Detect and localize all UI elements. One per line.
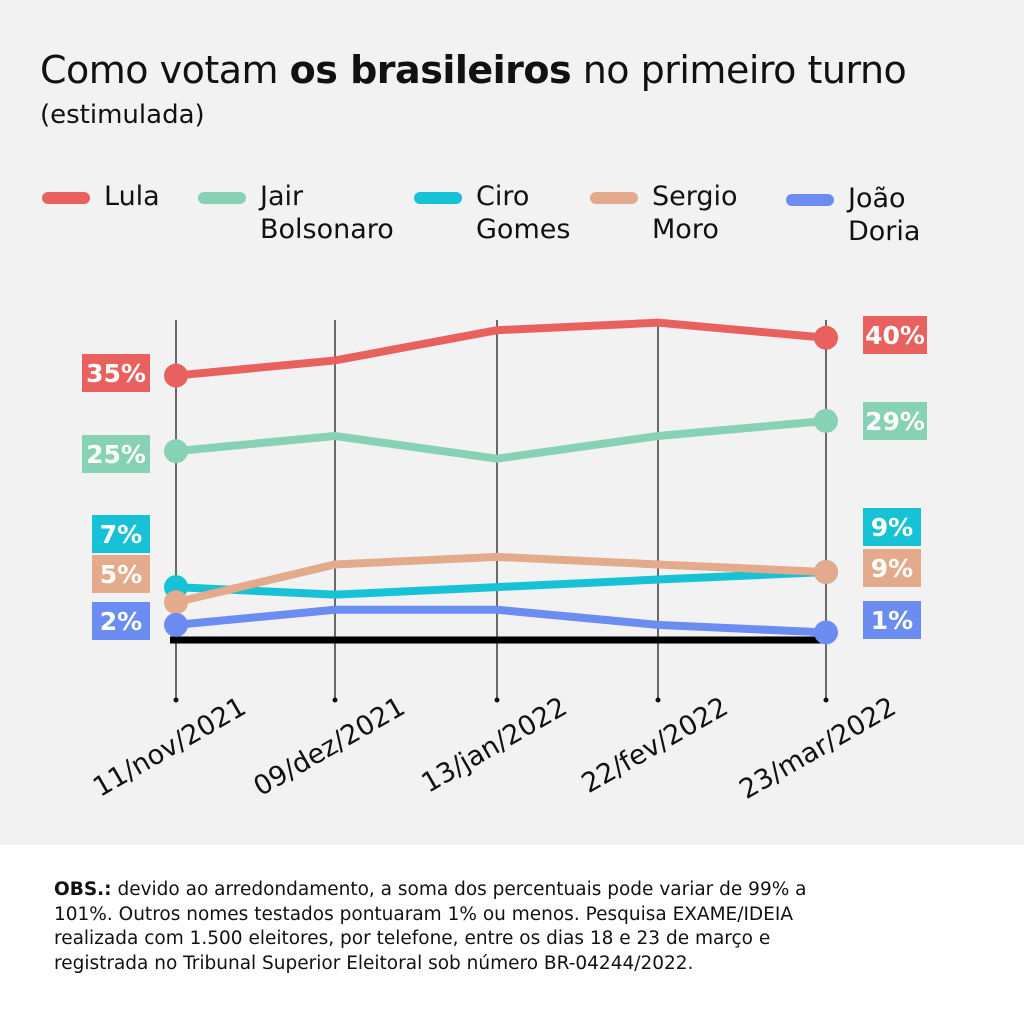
legend-item-bolsonaro: Jair Bolsonaro	[198, 180, 394, 246]
chart-panel	[0, 0, 1024, 845]
series-line	[172, 568, 830, 599]
series-line	[172, 605, 830, 637]
x-tick-label: 13/jan/2022	[416, 691, 572, 799]
footnote-text: devido ao arredondamento, a soma dos per…	[54, 879, 807, 974]
data-label: 7%	[100, 520, 142, 549]
data-point	[164, 439, 188, 464]
value-label-box	[863, 402, 927, 440]
tick-dot	[655, 697, 661, 703]
x-tick-label: 23/mar/2022	[734, 691, 901, 805]
legend-swatch-doria	[786, 194, 834, 206]
legend-swatch-lula	[42, 192, 90, 204]
data-label: 9%	[871, 513, 913, 542]
data-label: 35%	[86, 359, 146, 388]
series-line	[172, 318, 830, 380]
data-point	[814, 325, 838, 350]
data-point	[164, 612, 188, 637]
value-label-box	[863, 549, 921, 587]
footnote-label: OBS.:	[54, 879, 112, 900]
value-label-box	[863, 601, 921, 639]
legend-label-moro: Sergio Moro	[652, 181, 738, 245]
legend-item-lula: Lula	[42, 180, 160, 213]
legend-item-ciro: Ciro Gomes	[414, 180, 570, 246]
series-line	[172, 552, 830, 607]
legend-item-moro: Sergio Moro	[590, 180, 738, 246]
value-label-box	[82, 354, 150, 392]
title-part1: Como votam	[40, 48, 290, 92]
legend-swatch-bolsonaro	[198, 192, 246, 204]
value-label-box	[82, 435, 150, 473]
value-label-box	[863, 316, 927, 354]
data-point	[164, 590, 188, 615]
tick-dot	[173, 697, 179, 703]
chart-title: Como votam os brasileiros no primeiro tu…	[40, 48, 907, 92]
data-point	[814, 408, 838, 433]
legend-swatch-ciro	[414, 192, 462, 204]
data-label: 1%	[871, 606, 913, 635]
legend-label-lula: Lula	[104, 181, 160, 212]
data-label: 5%	[100, 560, 142, 589]
data-label: 25%	[86, 440, 146, 469]
value-label-box	[92, 602, 150, 640]
legend-swatch-moro	[590, 192, 638, 204]
tick-dot	[494, 697, 500, 703]
data-label: 40%	[865, 321, 925, 350]
legend-item-doria: João Doria	[786, 182, 920, 248]
x-tick-label: 22/fev/2022	[577, 691, 734, 800]
legend-label-ciro: Ciro Gomes	[476, 181, 571, 245]
series-line	[172, 416, 830, 463]
legend-label-doria: João Doria	[848, 183, 921, 247]
x-tick-label: 11/nov/2021	[88, 691, 251, 803]
data-point	[814, 620, 838, 645]
value-label-box	[92, 515, 150, 553]
value-label-box	[92, 555, 150, 593]
title-part2: no primeiro turno	[571, 48, 907, 92]
data-label: 9%	[871, 554, 913, 583]
tick-dot	[823, 697, 829, 703]
data-label: 2%	[100, 607, 142, 636]
title-bold: os brasileiros	[289, 48, 572, 92]
footnote: OBS.: devido ao arredondamento, a soma d…	[54, 878, 854, 976]
data-label: 29%	[865, 407, 925, 436]
chart-subtitle: (estimulada)	[40, 100, 205, 130]
x-tick-label: 09/dez/2021	[248, 691, 410, 802]
data-point	[164, 363, 188, 388]
value-label-box	[863, 508, 921, 546]
legend-label-bolsonaro: Jair Bolsonaro	[260, 181, 394, 245]
data-point	[814, 560, 838, 584]
tick-dot	[332, 697, 338, 703]
